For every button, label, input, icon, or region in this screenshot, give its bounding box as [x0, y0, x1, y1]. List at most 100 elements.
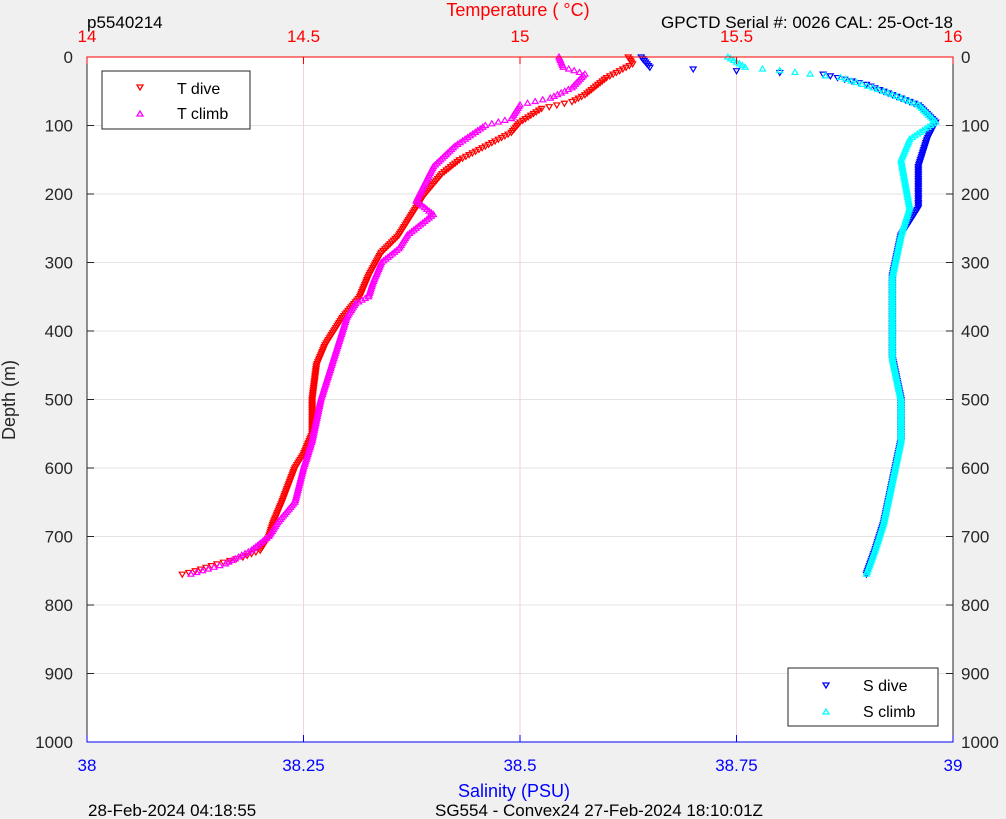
data-point: [521, 116, 530, 123]
data-point: [458, 155, 467, 163]
data-point: [518, 117, 527, 125]
data-point: [311, 367, 320, 375]
data-point: [523, 99, 532, 106]
data-point: [309, 383, 318, 390]
data-point: [237, 551, 246, 558]
temperature-axis-title: Temperature ( °C): [446, 0, 589, 20]
s-climb-legend-marker: [821, 707, 831, 715]
data-point: [575, 68, 584, 76]
depth-tick-label-right: 300: [961, 254, 989, 273]
data-point: [546, 93, 555, 101]
data-point: [310, 379, 319, 387]
data-point: [231, 554, 240, 562]
footer-mission-info: SG554 - Convex24 27-Feb-2024 18:10:01Z: [435, 801, 763, 819]
data-point: [689, 66, 698, 74]
depth-tick-label-right: 700: [961, 528, 989, 547]
data-point: [380, 246, 389, 253]
data-point: [758, 64, 767, 72]
data-point: [914, 169, 923, 176]
data-point: [308, 407, 317, 414]
data-point: [914, 174, 923, 182]
data-point: [308, 391, 317, 399]
data-point: [549, 92, 558, 99]
footer-timestamp: 28-Feb-2024 04:18:55: [88, 801, 256, 819]
depth-tick-label-left: 200: [45, 185, 73, 204]
data-point: [531, 97, 540, 105]
depth-axis-title: Depth (m): [0, 360, 19, 440]
s-climb-legend-label: S climb: [863, 704, 916, 721]
data-point: [605, 73, 614, 81]
series-s-climb: [723, 52, 940, 577]
data-point: [914, 177, 923, 185]
data-point: [386, 241, 395, 248]
profile-id-label: p5540214: [87, 13, 163, 32]
depth-tick-label-right: 400: [961, 322, 989, 341]
data-point: [221, 559, 230, 567]
data-point: [308, 405, 317, 413]
data-point: [914, 191, 923, 199]
data-point: [560, 100, 569, 108]
data-point: [593, 81, 602, 89]
data-point: [308, 398, 317, 406]
data-point: [310, 374, 320, 382]
data-point: [529, 110, 538, 118]
data-point: [198, 566, 207, 574]
data-point: [625, 62, 634, 70]
data-point: [612, 69, 621, 77]
data-point: [379, 247, 388, 255]
data-point: [507, 129, 516, 137]
data-point: [914, 186, 923, 194]
data-point: [455, 157, 464, 164]
data-point: [600, 76, 609, 84]
grid-lines: [87, 57, 953, 742]
data-point: [354, 297, 363, 305]
temperature-tick-label: 16: [944, 27, 963, 46]
data-point: [892, 92, 901, 99]
data-point: [481, 143, 490, 151]
data-point: [914, 179, 923, 187]
data-point: [775, 66, 784, 74]
data-point: [735, 59, 744, 67]
data-point: [507, 114, 516, 122]
data-point: [574, 95, 583, 103]
data-point: [732, 68, 741, 75]
data-point: [567, 83, 577, 91]
depth-tick-label-left: 600: [45, 459, 73, 478]
data-point: [308, 414, 317, 421]
data-point: [524, 114, 533, 122]
data-point: [308, 410, 317, 418]
data-point: [471, 148, 480, 156]
data-point: [534, 107, 544, 115]
data-point: [628, 61, 637, 69]
data-point: [914, 184, 923, 192]
data-point: [598, 78, 607, 86]
data-point: [389, 237, 398, 245]
data-point: [914, 196, 923, 204]
data-point: [196, 566, 205, 574]
data-point: [826, 73, 835, 81]
salinity-axis-title: Salinity (PSU): [458, 781, 570, 801]
data-point: [567, 98, 577, 106]
data-point: [552, 102, 561, 110]
data-point: [580, 92, 590, 99]
data-point: [308, 395, 317, 402]
data-point: [564, 85, 573, 93]
data-point: [500, 133, 509, 140]
data-point: [310, 381, 319, 389]
data-point: [622, 64, 631, 72]
depth-tick-label-left: 700: [45, 528, 73, 547]
data-point: [874, 85, 883, 93]
depth-tick-label-left: 1000: [35, 733, 73, 752]
depth-tick-label-left: 0: [64, 48, 73, 67]
data-point: [862, 570, 871, 577]
data-point: [545, 104, 554, 111]
data-point: [484, 141, 493, 149]
temperature-tick-label: 14: [78, 27, 97, 46]
data-point: [500, 116, 509, 123]
data-point: [858, 80, 867, 87]
data-point: [583, 90, 592, 98]
depth-tick-label-right: 900: [961, 665, 989, 684]
data-point: [309, 386, 318, 394]
data-point: [465, 152, 474, 159]
data-point: [914, 181, 923, 188]
